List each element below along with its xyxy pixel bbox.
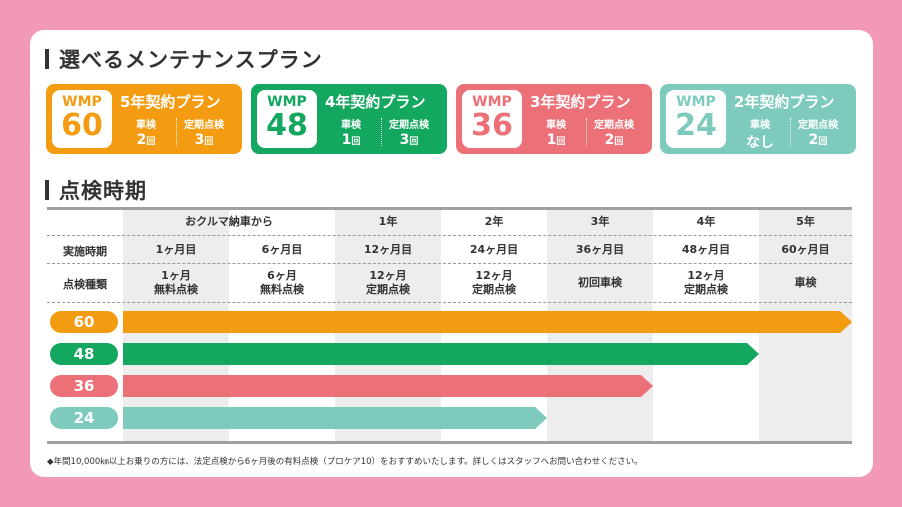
plan-title: 3年契約プラン	[530, 93, 631, 111]
timing-cell: 24ヶ月目	[469, 243, 519, 256]
periodic-check-count: 定期点検 3回	[184, 120, 224, 148]
row-divider	[47, 235, 852, 236]
year-header: 1年	[378, 215, 398, 228]
plan-title: 4年契約プラン	[325, 93, 426, 111]
inspection-count: 車検 なし	[746, 120, 774, 151]
plan-title: 2年契約プラン	[734, 93, 835, 111]
table-top-rule	[47, 207, 852, 210]
column-separator	[790, 118, 791, 146]
inspection-type-cell: 6ヶ月 無料点検	[260, 269, 304, 296]
duration-bar-48	[123, 343, 759, 365]
duration-bar-60	[123, 311, 852, 333]
periodic-check-count: 定期点検 2回	[594, 120, 634, 148]
timing-cell: 60ヶ月目	[781, 243, 830, 256]
periodic-check-count: 定期点検 2回	[798, 120, 838, 148]
plan-pill-60: 60	[50, 311, 118, 333]
periodic-check-count: 定期点検 3回	[389, 120, 429, 148]
plan-pill-24: 24	[50, 407, 118, 429]
wmp-number: 60	[61, 108, 103, 143]
column-separator	[381, 118, 382, 146]
footnote: ◆年間10,000㎞以上お乗りの方には、法定点検から6ヶ月後の有料点検（プロケア…	[47, 457, 643, 467]
inspection-type-cell: 初回車検	[578, 276, 622, 289]
row-divider	[47, 302, 852, 303]
wmp-number: 48	[266, 108, 308, 143]
plan-duration-bars	[123, 311, 852, 429]
inspection-count: 車検 1回	[341, 120, 361, 148]
row-divider	[47, 263, 852, 264]
wmp-badge: WMP 60	[52, 90, 112, 148]
row-label: 実施時期	[63, 245, 107, 258]
inspection-count: 車検 2回	[136, 120, 156, 148]
plan-pill-36: 36	[50, 375, 118, 397]
inspection-type-cell: 車検	[794, 276, 817, 289]
plan-pill-48: 48	[50, 343, 118, 365]
title-bar-mark	[45, 49, 49, 69]
table-bottom-rule	[47, 441, 852, 444]
plan-card-48: WMP 48 4年契約プラン車検 1回 定期点検 3回	[251, 84, 447, 154]
plan-card-60: WMP 60 5年契約プラン車検 2回 定期点検 3回	[46, 84, 242, 154]
inspection-type-cell: 1ヶ月 無料点検	[154, 269, 198, 296]
wmp-label: WMP	[62, 94, 102, 110]
inspection-type-cell: 12ヶ月 定期点検	[472, 269, 516, 296]
wmp-label: WMP	[267, 94, 307, 110]
row-label: 点検種類	[63, 278, 107, 291]
inspection-count: 車検 1回	[546, 120, 566, 148]
inspection-type-cell: 12ヶ月 定期点検	[684, 269, 728, 296]
year-header: 3年	[590, 215, 610, 228]
timing-cell: 48ヶ月目	[681, 243, 731, 256]
plan-card-24: WMP 24 2年契約プラン車検 なし 定期点検 2回	[660, 84, 856, 154]
column-separator	[586, 118, 587, 146]
duration-bar-36	[123, 375, 653, 397]
plans-section-title: 選べるメンテナンスプラン	[45, 44, 323, 74]
duration-bar-24	[123, 407, 547, 429]
year-header: 5年	[796, 215, 815, 228]
timing-cell: 6ヶ月目	[261, 243, 303, 256]
plan-card-36: WMP 36 3年契約プラン車検 1回 定期点検 2回	[456, 84, 652, 154]
year-header: 2年	[484, 215, 504, 228]
wmp-label: WMP	[472, 94, 512, 110]
schedule-table: おクルマ納車から 1年 2年 3年 4年 5年実施時期点検種類 1ヶ月目 6ヶ月目 12ヶ月目 2…	[47, 207, 852, 444]
wmp-badge: WMP 48	[257, 90, 317, 148]
column-separator	[176, 118, 177, 146]
timing-cell: 1ヶ月目	[155, 243, 197, 256]
schedule-section-title: 点検時期	[45, 175, 147, 205]
header-delivery-label: おクルマ納車から	[185, 215, 273, 228]
wmp-badge: WMP 36	[462, 90, 522, 148]
year-header: 4年	[696, 215, 716, 228]
title-bar-mark	[45, 180, 49, 200]
wmp-label: WMP	[676, 94, 716, 110]
inspection-type-cell: 12ヶ月 定期点検	[366, 269, 410, 296]
timing-cell: 36ヶ月目	[575, 243, 625, 256]
wmp-badge: WMP 24	[666, 90, 726, 148]
wmp-number: 36	[471, 108, 513, 143]
wmp-number: 24	[675, 108, 717, 143]
plan-title: 5年契約プラン	[120, 93, 221, 111]
timing-cell: 12ヶ月目	[363, 243, 413, 256]
